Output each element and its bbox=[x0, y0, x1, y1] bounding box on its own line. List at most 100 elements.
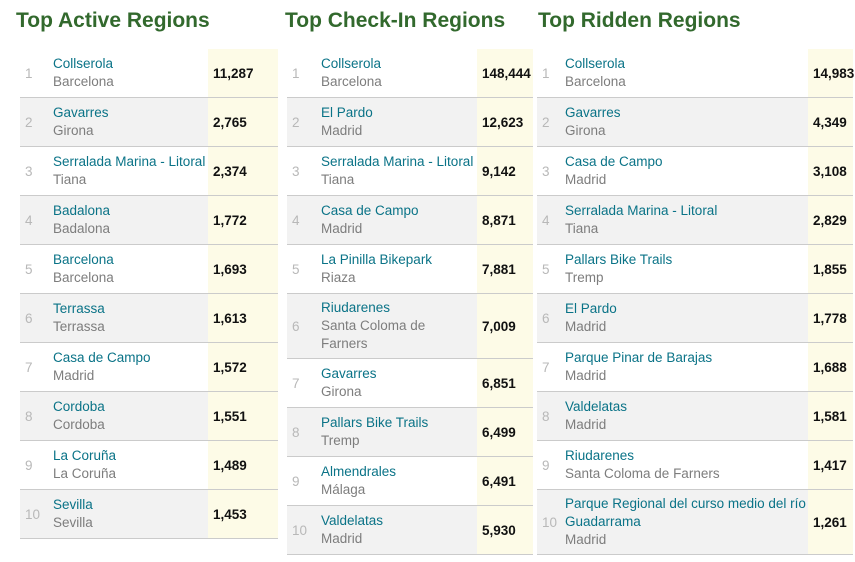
region-link[interactable]: Valdelatas bbox=[565, 399, 628, 414]
city-label: Barcelona bbox=[53, 270, 114, 285]
city-label: Madrid bbox=[321, 531, 363, 546]
city-label: Madrid bbox=[565, 172, 607, 187]
region-link[interactable]: Pallars Bike Trails bbox=[565, 252, 673, 267]
region-link[interactable]: Serralada Marina - Litoral bbox=[565, 203, 718, 218]
table-row: 1 Collserola Barcelona 11,287 bbox=[20, 49, 278, 98]
city-label: Madrid bbox=[321, 221, 363, 236]
region-info: Serralada Marina - Litoral Tiana bbox=[565, 196, 808, 244]
region-info: Riudarenes Santa Coloma de Farners bbox=[321, 294, 477, 358]
region-link[interactable]: Badalona bbox=[53, 203, 111, 218]
value-cell: 7,881 bbox=[477, 245, 533, 293]
rank-label: 7 bbox=[542, 359, 550, 375]
region-link[interactable]: Valdelatas bbox=[321, 513, 384, 528]
region-info: Casa de Campo Madrid bbox=[565, 147, 808, 195]
rank-label: 1 bbox=[25, 65, 33, 81]
table-row: 10 Parque Regional del curso medio del rí… bbox=[537, 490, 853, 555]
region-link[interactable]: Serralada Marina - Litoral bbox=[321, 154, 474, 169]
value-cell: 7,009 bbox=[477, 294, 533, 358]
city-label: Cordoba bbox=[53, 417, 105, 432]
city-label: Tiana bbox=[53, 172, 87, 187]
region-info: Gavarres Girona bbox=[321, 359, 477, 407]
rank-label: 6 bbox=[292, 318, 300, 334]
table-row: 9 Almendrales Málaga 6,491 bbox=[287, 457, 533, 506]
city-label: Tiana bbox=[565, 221, 599, 236]
region-link[interactable]: Gavarres bbox=[565, 105, 621, 120]
city-label: Madrid bbox=[321, 123, 363, 138]
value-cell: 2,829 bbox=[808, 196, 853, 244]
city-label: Girona bbox=[53, 123, 94, 138]
region-link[interactable]: La Coruña bbox=[53, 448, 117, 463]
region-link[interactable]: La Pinilla Bikepark bbox=[321, 252, 433, 267]
table-row: 4 Serralada Marina - Litoral Tiana 2,829 bbox=[537, 196, 853, 245]
rank-label: 1 bbox=[292, 65, 300, 81]
region-info: Pallars Bike Trails Tremp bbox=[321, 408, 477, 456]
region-link[interactable]: Parque Pinar de Barajas bbox=[565, 350, 713, 365]
region-link[interactable]: Casa de Campo bbox=[565, 154, 663, 169]
region-link[interactable]: Barcelona bbox=[53, 252, 114, 267]
region-info: Badalona Badalona bbox=[53, 196, 208, 244]
region-link[interactable]: El Pardo bbox=[565, 301, 617, 316]
rank-label: 5 bbox=[542, 261, 550, 277]
value-cell: 148,444 bbox=[477, 49, 533, 97]
rank-label: 9 bbox=[542, 457, 550, 473]
city-label: Santa Coloma de Farners bbox=[321, 318, 426, 351]
region-info: Casa de Campo Madrid bbox=[321, 196, 477, 244]
table-row: 1 Collserola Barcelona 14,983 bbox=[537, 49, 854, 98]
city-label: Barcelona bbox=[565, 74, 626, 89]
region-link[interactable]: Gavarres bbox=[53, 105, 109, 120]
city-label: Madrid bbox=[53, 368, 95, 383]
region-link[interactable]: Collserola bbox=[321, 56, 382, 71]
rank-label: 8 bbox=[292, 424, 300, 440]
city-label: Sevilla bbox=[53, 515, 93, 530]
value-cell: 6,491 bbox=[477, 457, 533, 505]
region-link[interactable]: Collserola bbox=[565, 56, 626, 71]
region-link[interactable]: Almendrales bbox=[321, 464, 397, 479]
region-link[interactable]: Serralada Marina - Litoral bbox=[53, 154, 206, 169]
table-row: 8 Pallars Bike Trails Tremp 6,499 bbox=[287, 408, 533, 457]
table-row: 9 Riudarenes Santa Coloma de Farners 1,417 bbox=[537, 441, 853, 490]
region-info: Valdelatas Madrid bbox=[321, 506, 477, 554]
region-info: Parque Regional del curso medio del río … bbox=[565, 490, 808, 554]
table-row: 10 Sevilla Sevilla 1,453 bbox=[20, 490, 278, 539]
region-link[interactable]: Gavarres bbox=[321, 366, 377, 381]
region-link[interactable]: Casa de Campo bbox=[321, 203, 419, 218]
table-row: 6 Terrassa Terrassa 1,613 bbox=[20, 294, 278, 343]
region-link[interactable]: Collserola bbox=[53, 56, 114, 71]
table-row: 5 Pallars Bike Trails Tremp 1,855 bbox=[537, 245, 853, 294]
rank-label: 8 bbox=[25, 408, 33, 424]
value-cell: 4,349 bbox=[808, 98, 853, 146]
region-link[interactable]: Cordoba bbox=[53, 399, 105, 414]
value-cell: 1,417 bbox=[808, 441, 853, 489]
city-label: Badalona bbox=[53, 221, 111, 236]
city-label: Málaga bbox=[321, 482, 366, 497]
value-cell: 9,142 bbox=[477, 147, 533, 195]
rank-label: 8 bbox=[542, 408, 550, 424]
region-link[interactable]: Casa de Campo bbox=[53, 350, 151, 365]
table-row: 4 Casa de Campo Madrid 8,871 bbox=[287, 196, 533, 245]
table-top-checkin-regions: 1 Collserola Barcelona 148,444 2 El Pardo Madr… bbox=[287, 49, 533, 555]
region-info: Parque Pinar de Barajas Madrid bbox=[565, 343, 808, 391]
region-link[interactable]: Parque Regional del curso medio del río … bbox=[565, 496, 806, 529]
rank-label: 5 bbox=[25, 261, 33, 277]
region-link[interactable]: Pallars Bike Trails bbox=[321, 415, 429, 430]
value-cell: 8,871 bbox=[477, 196, 533, 244]
region-link[interactable]: Riudarenes bbox=[321, 300, 391, 315]
rank-label: 1 bbox=[542, 65, 550, 81]
rank-label: 9 bbox=[25, 457, 33, 473]
region-link[interactable]: Riudarenes bbox=[565, 448, 635, 463]
region-link[interactable]: Terrassa bbox=[53, 301, 105, 316]
region-info: Collserola Barcelona bbox=[53, 49, 208, 97]
value-cell: 1,489 bbox=[208, 441, 278, 489]
value-cell: 6,499 bbox=[477, 408, 533, 456]
city-label: Terrassa bbox=[53, 319, 105, 334]
region-link[interactable]: El Pardo bbox=[321, 105, 373, 120]
table-row: 5 La Pinilla Bikepark Riaza 7,881 bbox=[287, 245, 533, 294]
table-row: 10 Valdelatas Madrid 5,930 bbox=[287, 506, 533, 555]
region-link[interactable]: Sevilla bbox=[53, 497, 93, 512]
panel-top-checkin-regions: Top Check-In Regions 1 Collserola Barcelon… bbox=[285, 0, 533, 555]
city-label: Barcelona bbox=[321, 74, 382, 89]
region-info: Serralada Marina - Litoral Tiana bbox=[321, 147, 477, 195]
region-info: Barcelona Barcelona bbox=[53, 245, 208, 293]
rank-label: 4 bbox=[25, 212, 33, 228]
value-cell: 1,261 bbox=[808, 490, 853, 554]
